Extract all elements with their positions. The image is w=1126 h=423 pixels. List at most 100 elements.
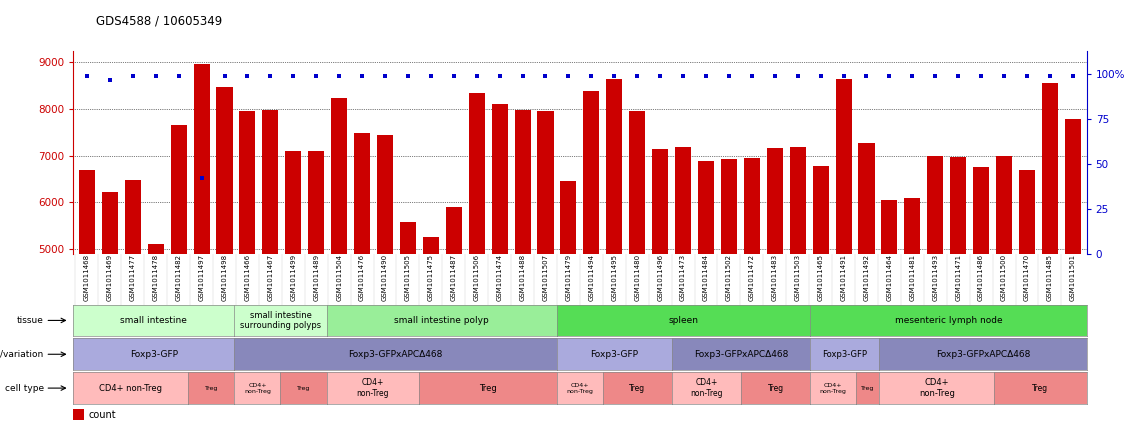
Point bbox=[1064, 72, 1082, 79]
Bar bbox=[354, 133, 370, 423]
Text: GSM1011488: GSM1011488 bbox=[519, 254, 526, 301]
Text: small intestine: small intestine bbox=[120, 316, 187, 325]
Text: GSM1011470: GSM1011470 bbox=[1024, 254, 1030, 301]
Text: Foxp3-GFP: Foxp3-GFP bbox=[129, 350, 178, 359]
Text: Foxp3-GFP: Foxp3-GFP bbox=[590, 350, 638, 359]
Point bbox=[1040, 72, 1058, 79]
Bar bbox=[721, 159, 736, 423]
Text: GSM1011498: GSM1011498 bbox=[222, 254, 227, 301]
Text: GSM1011476: GSM1011476 bbox=[359, 254, 365, 301]
Text: mesenteric lymph node: mesenteric lymph node bbox=[894, 316, 1002, 325]
Text: GSM1011464: GSM1011464 bbox=[886, 254, 893, 301]
Point bbox=[330, 72, 348, 79]
Text: GSM1011491: GSM1011491 bbox=[840, 254, 847, 301]
Text: GDS4588 / 10605349: GDS4588 / 10605349 bbox=[96, 15, 222, 28]
Text: GSM1011475: GSM1011475 bbox=[428, 254, 434, 301]
Bar bbox=[973, 168, 989, 423]
Text: Treg: Treg bbox=[479, 384, 497, 393]
Bar bbox=[537, 111, 554, 423]
Text: small intestine
surrounding polyps: small intestine surrounding polyps bbox=[240, 311, 321, 330]
Text: Treg: Treg bbox=[297, 386, 310, 390]
Point bbox=[78, 72, 96, 79]
Bar bbox=[73, 409, 84, 420]
Point bbox=[1018, 72, 1036, 79]
Bar bbox=[492, 104, 508, 423]
Text: Treg: Treg bbox=[861, 386, 875, 390]
Text: GSM1011495: GSM1011495 bbox=[611, 254, 617, 301]
Text: Foxp3-GFPxAPCΔ468: Foxp3-GFPxAPCΔ468 bbox=[348, 350, 443, 359]
Point bbox=[812, 72, 830, 79]
Text: GSM1011468: GSM1011468 bbox=[84, 254, 90, 301]
Bar bbox=[629, 111, 645, 423]
Text: GSM1011489: GSM1011489 bbox=[313, 254, 320, 301]
Bar bbox=[515, 110, 530, 423]
Text: CD4+
non-Treg: CD4+ non-Treg bbox=[244, 383, 271, 393]
Point bbox=[124, 72, 142, 79]
Bar bbox=[997, 156, 1012, 423]
Text: GSM1011500: GSM1011500 bbox=[1001, 254, 1007, 301]
Text: GSM1011484: GSM1011484 bbox=[703, 254, 709, 301]
Bar bbox=[927, 156, 944, 423]
Point bbox=[651, 72, 669, 79]
Text: GSM1011497: GSM1011497 bbox=[198, 254, 205, 301]
Point bbox=[927, 72, 945, 79]
Point bbox=[376, 72, 394, 79]
Point bbox=[284, 72, 302, 79]
Text: GSM1011466: GSM1011466 bbox=[244, 254, 250, 301]
Text: GSM1011501: GSM1011501 bbox=[1070, 254, 1075, 301]
Text: GSM1011483: GSM1011483 bbox=[771, 254, 778, 301]
Bar bbox=[1065, 119, 1081, 423]
Point bbox=[491, 72, 509, 79]
Text: Foxp3-GFP: Foxp3-GFP bbox=[822, 350, 867, 359]
Text: GSM1011471: GSM1011471 bbox=[955, 254, 962, 301]
Point bbox=[628, 72, 646, 79]
Bar bbox=[583, 91, 599, 423]
Text: Treg: Treg bbox=[205, 386, 218, 390]
Bar bbox=[789, 147, 806, 423]
Bar bbox=[468, 93, 484, 423]
Text: tissue: tissue bbox=[17, 316, 44, 325]
Bar bbox=[882, 200, 897, 423]
Bar bbox=[835, 79, 851, 423]
Point bbox=[467, 72, 485, 79]
Text: CD4+
non-Treg: CD4+ non-Treg bbox=[919, 379, 955, 398]
Point bbox=[788, 72, 806, 79]
Text: GSM1011486: GSM1011486 bbox=[978, 254, 984, 301]
Bar bbox=[194, 64, 209, 423]
Point bbox=[766, 72, 784, 79]
Text: GSM1011467: GSM1011467 bbox=[267, 254, 274, 301]
Point bbox=[239, 72, 257, 79]
Text: CD4+
non-Treg: CD4+ non-Treg bbox=[566, 383, 593, 393]
Point bbox=[354, 72, 372, 79]
Point bbox=[399, 72, 417, 79]
Text: GSM1011504: GSM1011504 bbox=[337, 254, 342, 301]
Text: GSM1011503: GSM1011503 bbox=[795, 254, 801, 301]
Text: GSM1011465: GSM1011465 bbox=[817, 254, 823, 301]
Bar bbox=[858, 143, 875, 423]
Point bbox=[674, 72, 692, 79]
Text: GSM1011473: GSM1011473 bbox=[680, 254, 686, 301]
Text: GSM1011474: GSM1011474 bbox=[497, 254, 502, 301]
Text: GSM1011485: GSM1011485 bbox=[1047, 254, 1053, 301]
Text: spleen: spleen bbox=[669, 316, 698, 325]
Text: count: count bbox=[88, 410, 116, 420]
Bar bbox=[767, 148, 783, 423]
Bar bbox=[698, 161, 714, 423]
Text: GSM1011479: GSM1011479 bbox=[565, 254, 571, 301]
Text: CD4+
non-Treg: CD4+ non-Treg bbox=[690, 379, 723, 398]
Bar bbox=[400, 222, 415, 423]
Text: CD4+
non-Treg: CD4+ non-Treg bbox=[820, 383, 847, 393]
Text: GSM1011496: GSM1011496 bbox=[658, 254, 663, 301]
Text: GSM1011472: GSM1011472 bbox=[749, 254, 754, 301]
Bar bbox=[813, 166, 829, 423]
Point bbox=[307, 72, 325, 79]
Point bbox=[560, 72, 578, 79]
Point bbox=[193, 175, 211, 182]
Text: GSM1011506: GSM1011506 bbox=[474, 254, 480, 301]
Point bbox=[834, 72, 852, 79]
Bar bbox=[377, 135, 393, 423]
Point bbox=[606, 72, 624, 79]
Bar bbox=[148, 244, 163, 423]
Bar bbox=[125, 180, 141, 423]
Text: GSM1011507: GSM1011507 bbox=[543, 254, 548, 301]
